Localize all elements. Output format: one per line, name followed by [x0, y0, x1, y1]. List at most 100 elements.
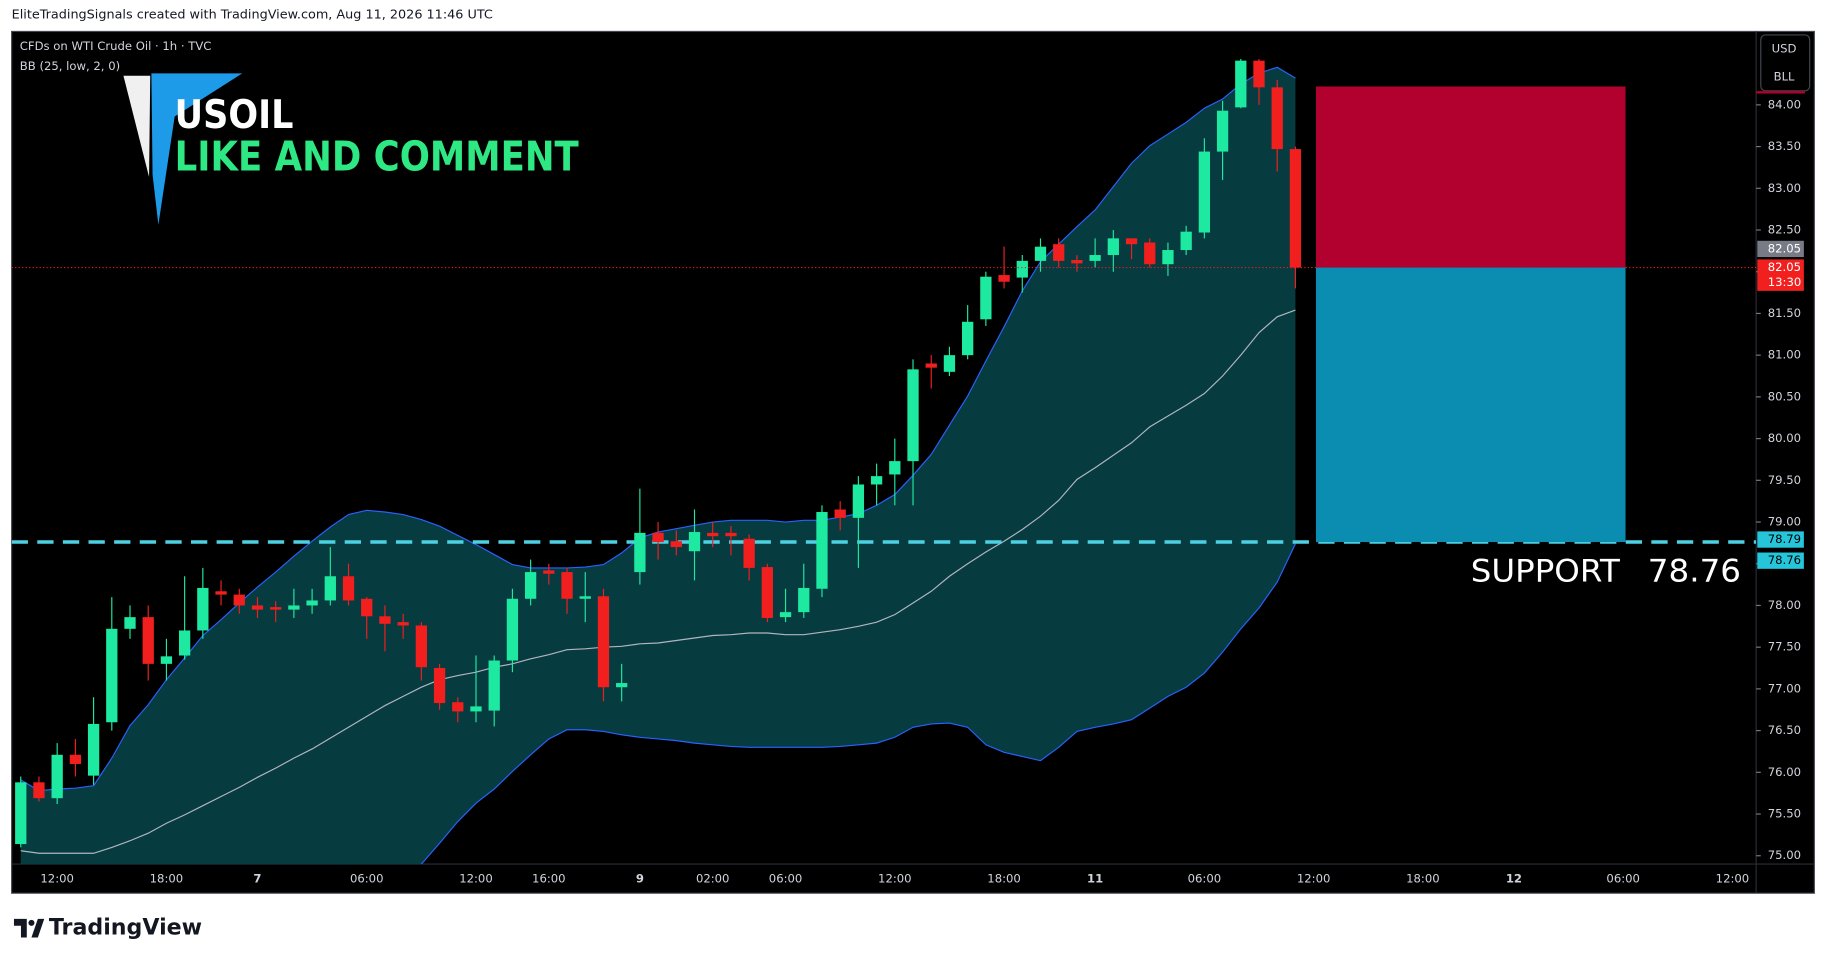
candle-body — [506, 598, 519, 661]
y-tick-label: 84.00 — [1768, 97, 1801, 111]
candle-body — [561, 572, 573, 599]
candle-body — [962, 321, 974, 356]
candle-body — [688, 532, 701, 552]
footer-text: TradingView — [49, 915, 202, 941]
currency-box[interactable] — [1760, 34, 1811, 92]
candle-body — [15, 782, 27, 845]
x-tick-label: 9 — [636, 872, 644, 886]
candle-body — [142, 617, 154, 664]
y-tick-label: 79.00 — [1768, 515, 1801, 529]
candle-body — [1253, 60, 1265, 88]
candle-body — [87, 723, 100, 776]
y-tick-label: 81.50 — [1768, 306, 1801, 320]
x-tick-label: 12 — [1506, 872, 1522, 886]
x-tick-label: 12:00 — [459, 872, 493, 886]
candle-body — [124, 617, 136, 629]
candle-body — [616, 683, 628, 688]
x-tick-label: 18:00 — [1406, 872, 1440, 886]
x-tick-label: 16:00 — [532, 872, 566, 886]
y-tick-label: 80.00 — [1768, 431, 1801, 445]
candle-body — [415, 625, 428, 668]
y-tick-label: 82.50 — [1768, 223, 1801, 237]
candle-body — [816, 512, 828, 589]
price-label: 82.05 — [1768, 241, 1801, 255]
x-tick-label: 12:00 — [878, 872, 912, 886]
candle-body — [798, 587, 810, 613]
candle-body — [943, 355, 956, 372]
x-tick-label: 12:00 — [40, 872, 74, 886]
candle-body — [761, 567, 773, 618]
candle-body — [834, 509, 846, 518]
candle-body — [652, 532, 664, 543]
candle-body — [1071, 260, 1083, 264]
band-fill — [20, 67, 1296, 865]
y-tick-label: 78.00 — [1768, 598, 1801, 612]
footer-logo: TradingView — [13, 915, 202, 941]
candle-body — [379, 616, 391, 624]
candle-body — [1271, 87, 1283, 150]
candle-body — [178, 630, 191, 656]
price-label-box — [1757, 531, 1804, 548]
candle-body — [670, 541, 682, 548]
candle-body — [1053, 244, 1065, 261]
candle-body — [1180, 231, 1192, 251]
header: EliteTradingSignals created with Trading… — [12, 8, 493, 23]
candle-body — [1107, 238, 1119, 256]
candle-body — [579, 596, 591, 599]
candle-body — [160, 656, 173, 664]
candle-body — [1198, 151, 1211, 233]
x-tick-label: 11 — [1087, 872, 1103, 886]
candle-body — [998, 275, 1010, 282]
candle-body — [907, 369, 919, 462]
y-tick-label: 83.50 — [1768, 139, 1801, 153]
candle-body — [1034, 246, 1047, 261]
logo-slash — [31, 918, 45, 938]
legend-indicator: BB (25, low, 2, 0) — [20, 59, 120, 73]
stop-zone — [1315, 86, 1626, 268]
candle-body — [488, 660, 500, 711]
candle-body — [215, 591, 227, 595]
y-tick-label: 76.50 — [1768, 723, 1801, 737]
x-tick-label: 18:00 — [150, 872, 184, 886]
plot-area — [11, 58, 1757, 865]
x-tick-label: 18:00 — [987, 872, 1021, 886]
x-tick-label: 06:00 — [769, 872, 803, 886]
logo-dot — [28, 919, 35, 926]
candle-body — [1144, 242, 1156, 265]
x-tick-label: 06:00 — [350, 872, 384, 886]
candle-body — [361, 598, 373, 617]
logo-t — [13, 918, 27, 938]
candle-body — [1216, 110, 1229, 152]
candle-body — [1162, 250, 1174, 265]
candle-body — [106, 628, 118, 723]
candle-body — [197, 587, 209, 631]
y-tick-label: 77.00 — [1768, 681, 1801, 695]
last-price-box — [1757, 259, 1804, 291]
x-tick-label: 7 — [253, 872, 261, 886]
bb-lower — [420, 543, 1296, 865]
countdown: 13:30 — [1768, 275, 1802, 289]
candle-body — [597, 596, 610, 688]
candle-body — [779, 612, 792, 618]
overlay-text: LIKE AND COMMENT — [175, 133, 579, 181]
candle-body — [452, 702, 464, 712]
candle-body — [33, 782, 45, 799]
y-tick-label: 81.00 — [1768, 348, 1801, 362]
candle-body — [233, 594, 245, 606]
candle-body — [634, 532, 646, 573]
candle-body — [1235, 60, 1247, 108]
unit: BLL — [1774, 69, 1795, 83]
overlay-symbol: USOIL — [175, 92, 294, 138]
candle-body — [397, 622, 409, 626]
y-tick-label: 76.00 — [1768, 765, 1801, 779]
candle-body — [543, 570, 555, 574]
last-price-label: 82.05 — [1768, 260, 1801, 274]
y-tick-label: 79.50 — [1768, 473, 1801, 487]
x-tick-label: 02:00 — [696, 872, 730, 886]
x-tick-label: 12:00 — [1297, 872, 1331, 886]
candle-body — [889, 461, 901, 475]
candle-body — [306, 600, 318, 606]
candle-body — [1289, 149, 1302, 268]
